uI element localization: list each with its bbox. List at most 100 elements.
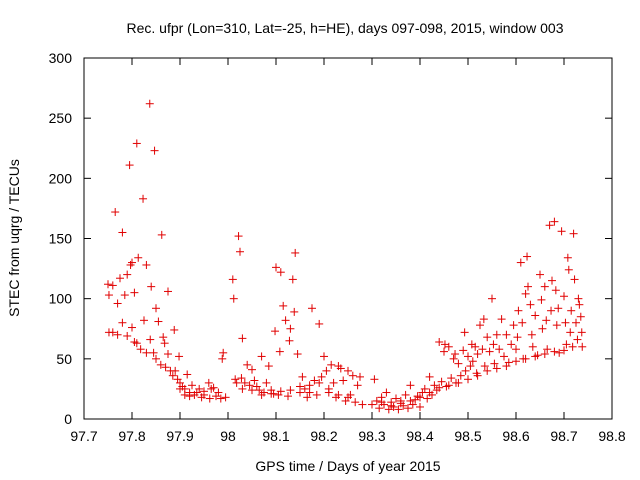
- data-point: [372, 396, 381, 405]
- x-tick-label: 98.1: [262, 428, 289, 444]
- data-point: [113, 299, 122, 308]
- y-tick-label: 0: [64, 411, 72, 427]
- data-point: [545, 221, 554, 230]
- data-point: [526, 300, 535, 309]
- data-point: [267, 389, 276, 398]
- data-point: [308, 304, 316, 313]
- data-point: [248, 386, 256, 395]
- data-point: [264, 362, 273, 371]
- data-point: [315, 378, 324, 387]
- data-point: [339, 376, 348, 385]
- data-point: [145, 99, 154, 108]
- data-point: [123, 270, 132, 279]
- data-point: [237, 374, 246, 383]
- data-point: [521, 289, 530, 298]
- data-point: [575, 300, 584, 309]
- data-point: [512, 357, 520, 366]
- data-point: [480, 362, 489, 371]
- data-point: [322, 366, 331, 375]
- data-point: [538, 324, 547, 333]
- x-tick-label: 98.5: [454, 428, 481, 444]
- x-tick-label: 98.6: [502, 428, 529, 444]
- data-point: [478, 345, 487, 354]
- data-point: [552, 321, 561, 330]
- data-point: [456, 371, 465, 380]
- data-point: [392, 394, 400, 403]
- data-point: [200, 390, 208, 399]
- y-tick-label: 100: [49, 291, 73, 307]
- data-point: [502, 362, 511, 371]
- data-point: [425, 372, 434, 381]
- data-point: [243, 360, 252, 369]
- data-point: [288, 275, 297, 284]
- data-point: [257, 352, 266, 361]
- data-point: [108, 328, 117, 337]
- axis-ticks: 97.7 97.8 97.9 98 98.1 98.2 98.3 98.4 98.5 98.6 98…: [49, 50, 626, 444]
- y-tick-label: 300: [49, 50, 73, 66]
- data-point: [116, 274, 124, 283]
- data-point: [550, 347, 559, 356]
- data-point: [401, 390, 410, 399]
- data-point: [111, 208, 120, 217]
- data-point: [382, 388, 391, 397]
- data-point: [471, 342, 480, 351]
- data-point: [327, 360, 336, 369]
- data-point: [483, 333, 492, 342]
- data-point: [149, 348, 158, 357]
- data-point: [147, 282, 156, 291]
- data-point: [125, 161, 134, 170]
- data-point: [466, 362, 475, 371]
- data-points: [104, 99, 587, 414]
- data-point: [435, 383, 444, 392]
- data-point: [564, 265, 573, 274]
- data-point: [128, 258, 136, 267]
- data-point: [420, 384, 429, 393]
- data-point: [578, 342, 587, 351]
- data-point: [406, 396, 415, 405]
- data-point: [285, 336, 294, 345]
- data-point: [562, 340, 571, 349]
- data-point: [502, 330, 511, 339]
- data-point: [139, 194, 148, 203]
- data-point: [370, 375, 379, 384]
- data-point: [218, 354, 227, 363]
- data-point: [542, 316, 551, 325]
- data-point: [561, 318, 570, 327]
- data-point: [303, 393, 312, 402]
- data-point: [554, 304, 563, 313]
- data-point: [334, 390, 343, 399]
- data-point: [238, 384, 247, 393]
- x-tick-label: 98.8: [598, 428, 625, 444]
- data-point: [238, 334, 247, 343]
- data-point: [104, 291, 113, 300]
- data-point: [557, 227, 566, 236]
- data-point: [423, 394, 432, 403]
- data-point: [293, 350, 302, 359]
- data-point: [489, 340, 498, 349]
- data-point: [185, 392, 194, 401]
- data-point: [540, 350, 549, 359]
- data-point: [207, 384, 216, 393]
- data-point: [286, 386, 295, 395]
- data-point: [551, 286, 560, 295]
- data-point: [216, 394, 225, 403]
- data-point: [298, 372, 307, 381]
- data-point: [454, 359, 463, 368]
- data-point: [281, 316, 290, 325]
- data-point: [567, 306, 576, 315]
- data-point: [449, 354, 458, 363]
- x-tick-label: 98.3: [358, 428, 385, 444]
- x-tick-label: 98.2: [310, 428, 337, 444]
- x-tick-label: 97.9: [166, 428, 193, 444]
- data-point: [132, 339, 141, 348]
- data-point: [521, 354, 530, 363]
- data-point: [175, 352, 184, 361]
- data-point: [547, 306, 556, 315]
- data-point: [460, 328, 469, 337]
- data-point: [473, 350, 482, 359]
- data-point: [473, 371, 482, 380]
- data-point: [240, 378, 249, 387]
- data-point: [317, 372, 326, 381]
- y-tick-label: 50: [56, 351, 72, 367]
- data-point: [574, 294, 583, 303]
